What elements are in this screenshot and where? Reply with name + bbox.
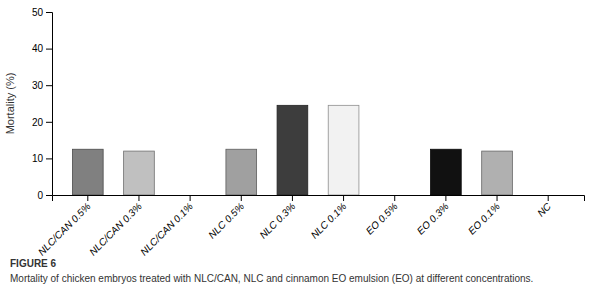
bar	[379, 195, 410, 196]
y-axis-title: Mortality (%)	[4, 73, 16, 135]
y-tick: 40	[32, 43, 52, 54]
x-axis-line	[53, 196, 585, 202]
y-tick-mark	[46, 195, 52, 196]
x-tick-mark	[445, 195, 446, 201]
y-tick-label: 30	[32, 80, 44, 91]
y-tick-mark	[46, 12, 52, 13]
bar	[482, 151, 513, 195]
y-tick-mark	[46, 122, 52, 123]
bar	[277, 105, 308, 195]
x-tick-mark	[548, 195, 549, 201]
y-axis: 0 10 20 30 40 50	[32, 7, 53, 201]
x-tick-label: NLC/CAN 0.3%	[87, 201, 144, 258]
bar	[226, 149, 257, 195]
x-tick-label: NLC 0.1%	[309, 201, 349, 241]
x-tick: NLC/CAN 0.5%	[36, 195, 93, 258]
y-tick-label: 50	[32, 7, 44, 18]
bar	[328, 105, 359, 195]
y-tick: 30	[32, 80, 52, 91]
x-tick: NLC 0.3%	[257, 195, 297, 241]
y-tick-label: 0	[37, 190, 43, 201]
y-tick-label: 40	[32, 43, 44, 54]
x-tick-mark	[497, 195, 498, 201]
x-tick-mark	[138, 195, 139, 201]
x-tick: EO 0.3%	[415, 195, 451, 237]
x-tick-mark	[394, 195, 395, 201]
x-tick: EO 0.1%	[466, 195, 502, 237]
bars	[72, 105, 512, 195]
y-tick: 50	[32, 7, 52, 18]
x-tick-label: EO 0.1%	[466, 201, 502, 237]
x-tick: NC	[535, 195, 554, 219]
bar	[431, 149, 462, 195]
x-tick: NLC/CAN 0.3%	[87, 195, 144, 258]
y-tick: 10	[32, 153, 52, 164]
x-tick-label: NLC 0.3%	[257, 201, 297, 241]
annotation: Mortality of chicken embryos treated wit…	[10, 273, 533, 284]
y-tick-mark	[46, 158, 52, 159]
x-tick-mark	[292, 195, 293, 201]
x-tick-mark	[190, 195, 191, 201]
y-tick-mark	[46, 85, 52, 86]
y-tick: 0	[37, 190, 52, 201]
bar	[72, 149, 103, 195]
x-tick: NLC 0.5%	[206, 195, 246, 241]
x-tick-mark	[87, 195, 88, 201]
bar	[175, 195, 206, 196]
x-tick-label: NLC 0.5%	[206, 201, 246, 241]
x-tick-label: NC	[535, 200, 554, 219]
x-axis: NLC/CAN 0.5%NLC/CAN 0.3%NLC/CAN 0.1% NLC …	[36, 195, 585, 258]
x-tick: NLC 0.1%	[309, 195, 349, 241]
x-tick-mark	[343, 195, 344, 201]
x-tick: NLC/CAN 0.1%	[138, 195, 195, 258]
y-tick: 20	[32, 117, 52, 128]
x-tick-label: NLC/CAN 0.1%	[138, 201, 195, 258]
bar	[124, 151, 155, 195]
bar	[533, 195, 564, 196]
y-tick-label: 20	[32, 117, 44, 128]
x-tick-label: NLC/CAN 0.5%	[36, 201, 93, 258]
y-tick-label: 10	[32, 153, 44, 164]
y-tick-mark	[46, 49, 52, 50]
y-axis-line	[46, 13, 53, 196]
x-tick-mark	[241, 195, 242, 201]
chart: 0 10 20 30 40 50 NLC/CAN 0.5%NLC/CAN 0.3%NLC/C…	[0, 0, 600, 290]
annotation: FIGURE 6	[10, 258, 57, 269]
x-tick: EO 0.5%	[364, 195, 400, 237]
x-tick-label: EO 0.3%	[415, 201, 451, 237]
x-tick-label: EO 0.5%	[364, 201, 400, 237]
plot: 0 10 20 30 40 50 NLC/CAN 0.5%NLC/CAN 0.3%NLC/C…	[32, 7, 585, 258]
